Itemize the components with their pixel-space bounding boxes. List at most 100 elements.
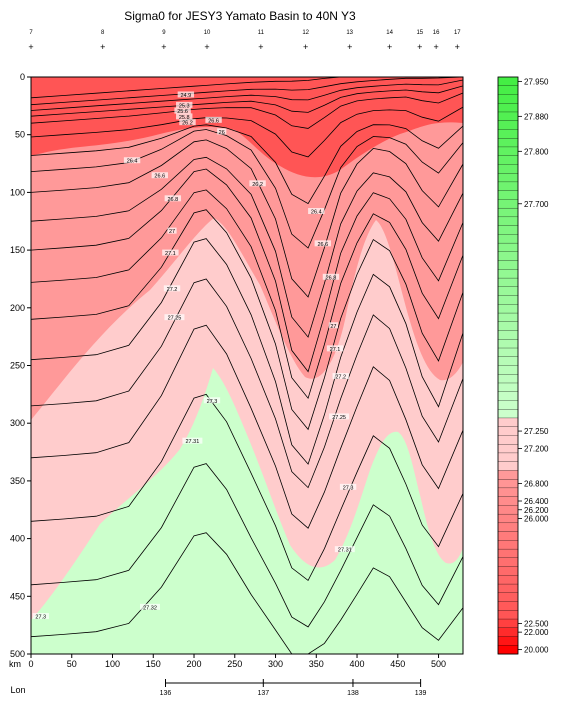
colorbar-cell [497, 575, 519, 585]
isopycnal-line [30, 324, 464, 529]
contour-label: 27 [169, 229, 175, 235]
contour-label-bg [123, 157, 141, 164]
x-tick-label: 400 [350, 659, 365, 669]
colorbar-label: 26.800 [524, 480, 549, 489]
station-marker: + [455, 42, 460, 52]
colorbar-cell [497, 435, 519, 445]
contour-label: 26.8 [326, 275, 337, 281]
contour-label-bg [164, 195, 182, 202]
isopycnal-line [30, 92, 464, 129]
contour-lines [30, 76, 464, 655]
lon-tick-label: 138 [347, 690, 359, 697]
contour-label: 26.2 [252, 182, 263, 188]
contour-label: 27.2 [335, 375, 346, 381]
x-tick-label: 150 [146, 659, 161, 669]
colorbar-cell [497, 531, 519, 541]
colorbar-cell [497, 339, 519, 349]
colorbar-cell [497, 592, 519, 602]
contour-label-bg [176, 101, 193, 108]
colorbar-cell [497, 461, 519, 471]
station-label: 16 [433, 30, 440, 36]
contour-label: 26 [219, 130, 225, 136]
colorbar-cell [497, 234, 519, 244]
isopycnal-line [30, 106, 464, 158]
colorbar-cell [497, 566, 519, 576]
colorbar-cell [497, 409, 519, 419]
colorbar-cell [497, 138, 519, 148]
contour-label: 27.1 [330, 347, 341, 353]
colorbar-label: 27.950 [524, 77, 549, 86]
colorbar-cell [497, 277, 519, 288]
x-tick-label: 200 [187, 659, 202, 669]
station-label: 15 [416, 30, 423, 36]
isopycnal-line [30, 76, 464, 106]
station-marker: + [204, 42, 209, 52]
contour-label: 26.2 [182, 121, 193, 127]
contour-label: 26.6 [208, 118, 219, 124]
station-label: 17 [454, 30, 461, 36]
colorbar-cell [497, 601, 519, 611]
isopycnal-line [30, 209, 464, 431]
colorbar-cell [497, 103, 519, 113]
station-marker: + [161, 42, 166, 52]
colorbar-cell [497, 94, 519, 104]
colorbar-cell [497, 286, 519, 297]
contour-label: 25.6 [177, 109, 188, 115]
contour-label-bg [167, 227, 177, 234]
colorbar-cell [497, 216, 519, 227]
colorbar-cell [497, 645, 519, 655]
contour-label-bg [203, 397, 221, 404]
isopycnal-line [30, 85, 464, 117]
lon-tick-label: 139 [415, 690, 427, 697]
y-tick-label: 250 [10, 361, 25, 371]
station-marker: + [433, 42, 438, 52]
contour-label: 26.6 [317, 242, 328, 248]
colorbar-cell [497, 548, 519, 559]
colorbar-cell [497, 417, 519, 428]
contour-label: 27 [330, 324, 336, 330]
colorbar-label: 22.500 [524, 619, 549, 628]
y-tick-label: 450 [10, 591, 25, 601]
isopycnal-line [30, 79, 464, 111]
contour-label-bg [174, 107, 191, 114]
x-tick-label: 250 [227, 659, 242, 669]
colorbar-cell [497, 312, 519, 323]
contour-label-bg [334, 546, 355, 553]
station-markers: 7 +8 +9 +10 +11 +12 +13 +14 +15 +16 +17 + [28, 30, 461, 52]
contour-labels: 24.925.325.625.826.2 26.62626.426.626.826… [32, 91, 357, 621]
contour-label-bg [339, 483, 357, 490]
colorbar-cell [497, 365, 519, 375]
contour-label-bg [205, 116, 222, 123]
contour-label: 27.31 [186, 439, 200, 445]
colorbar-cell [497, 304, 519, 314]
colorbar-cell [497, 181, 519, 192]
y-tick-label: 400 [10, 534, 25, 544]
colorbar: 27.950 27.880 27.800 27.700 27.250 27.200 26.8… [497, 76, 549, 655]
x-axis-unit-label: km [9, 659, 21, 669]
colorbar-label: 26.000 [524, 514, 549, 523]
colorbar-label: 27.250 [524, 427, 549, 436]
contour-label-bg [249, 180, 266, 187]
colorbar-cell [497, 347, 519, 358]
contour-label-bg [217, 128, 227, 135]
station-label: 12 [302, 30, 309, 36]
lon-axis: 136 137 138 139 [160, 679, 427, 697]
isopycnal-line [30, 189, 464, 400]
y-tick-label: 100 [10, 187, 25, 197]
colorbar-cell [497, 164, 519, 174]
y-axis: 0 50 100 150 200 250 300 350 400 450 500 [10, 72, 31, 659]
x-tick-label: 500 [431, 659, 446, 669]
station-marker: + [347, 42, 352, 52]
colorbar-cell [497, 391, 519, 401]
colorbar-cell [497, 583, 519, 594]
isopycnal-line [30, 238, 464, 465]
contour-label-bg [308, 208, 325, 215]
colorbar-cell [497, 155, 519, 165]
contour-label-bg [164, 314, 185, 321]
isopycnal-line [30, 393, 464, 582]
colorbar-cell [497, 199, 519, 209]
contour-label: 25.8 [179, 115, 190, 121]
contour-label-bg [32, 613, 49, 620]
contour-label-bg [182, 437, 203, 444]
contour-label: 27.3 [35, 615, 46, 621]
